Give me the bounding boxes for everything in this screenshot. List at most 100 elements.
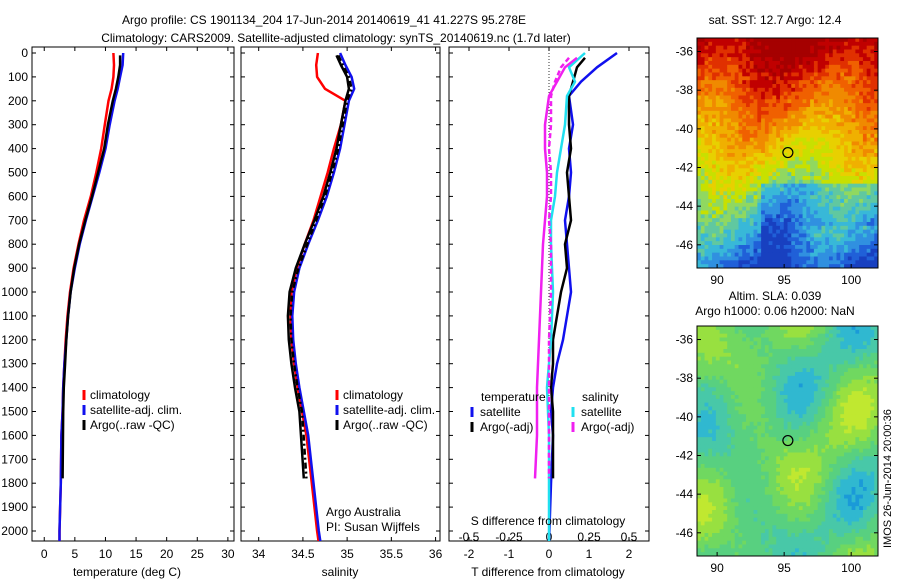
map-cell xyxy=(821,214,826,219)
map-cell xyxy=(776,379,781,384)
map-cell xyxy=(727,406,732,411)
map-cell xyxy=(866,425,871,430)
map-cell xyxy=(779,364,785,369)
map-cell xyxy=(723,391,728,396)
map-cell xyxy=(825,425,830,430)
map-cell xyxy=(757,122,762,127)
map-cell xyxy=(697,172,702,177)
map-cell xyxy=(855,256,860,261)
map-cell xyxy=(715,210,721,215)
map-cell xyxy=(798,118,804,123)
map-cell xyxy=(723,333,728,338)
map-cell xyxy=(817,53,822,58)
map-cell xyxy=(844,421,849,427)
legend-label: Argo(..raw -QC) xyxy=(343,418,428,432)
map-cell xyxy=(795,349,800,354)
map-cell xyxy=(742,164,747,169)
map-cell xyxy=(855,172,860,177)
map-cell xyxy=(840,383,845,388)
map-cell xyxy=(746,395,751,400)
map-cell xyxy=(832,395,838,400)
map-cell xyxy=(810,233,815,238)
map-cell xyxy=(753,218,758,223)
map-cell xyxy=(776,245,781,250)
map-cell xyxy=(727,195,732,200)
map-cell xyxy=(810,141,815,146)
map-cell xyxy=(768,460,773,465)
map-cell xyxy=(742,356,747,361)
map-cell xyxy=(817,191,822,196)
map-cell xyxy=(813,91,819,96)
map-cell xyxy=(825,360,830,365)
map-cell xyxy=(761,364,766,369)
map-cell xyxy=(844,122,849,127)
map-cell xyxy=(757,103,762,108)
map-cell xyxy=(862,41,868,47)
map-cell xyxy=(828,395,834,400)
map-cell xyxy=(749,429,755,434)
map-cell xyxy=(810,68,815,73)
map-cell xyxy=(712,464,717,469)
map-cell xyxy=(813,460,819,465)
map-cell xyxy=(757,61,762,66)
map-cell xyxy=(712,264,717,269)
map-cell xyxy=(704,187,709,192)
map-cell xyxy=(715,118,721,123)
map-cell xyxy=(862,149,868,154)
map-cell xyxy=(715,141,721,146)
map-cell xyxy=(791,61,796,66)
map-cell xyxy=(738,214,743,219)
map-cell xyxy=(870,45,875,50)
map-cell xyxy=(749,425,755,430)
map-cell xyxy=(874,360,879,365)
map-cell xyxy=(749,364,755,369)
map-cell xyxy=(859,164,864,169)
map-cell xyxy=(708,237,713,242)
map-cell xyxy=(746,441,751,446)
map-cell xyxy=(719,456,724,461)
map-cell xyxy=(862,179,868,185)
map-cell xyxy=(787,202,792,208)
map-cell xyxy=(806,103,811,108)
map-cell xyxy=(791,364,796,369)
map-cell xyxy=(862,248,868,254)
map-cell xyxy=(821,345,826,350)
map-cell xyxy=(851,222,856,227)
map-cell xyxy=(840,460,845,465)
map-cell xyxy=(783,456,788,461)
map-cell xyxy=(734,191,739,196)
map-cell xyxy=(723,345,728,350)
map-cell xyxy=(798,406,804,411)
map-cell xyxy=(806,202,811,208)
s-tick-label: -0.5 xyxy=(459,530,480,544)
map-cell xyxy=(704,341,709,346)
map-cell xyxy=(764,456,770,461)
map-cell xyxy=(749,45,755,50)
map-cell xyxy=(708,95,713,100)
map-cell xyxy=(776,214,781,219)
map-cell xyxy=(764,118,770,123)
map-cell xyxy=(742,441,747,446)
map-cell xyxy=(795,368,800,373)
map-cell xyxy=(749,402,755,407)
map-cell xyxy=(798,87,804,93)
map-cell xyxy=(776,225,781,231)
map-cell xyxy=(855,248,860,254)
map-cell xyxy=(840,375,845,381)
map-cell xyxy=(828,149,834,154)
map-cell xyxy=(851,206,856,211)
map-cell xyxy=(753,421,758,427)
map-cell xyxy=(749,252,755,257)
map-cell xyxy=(764,444,770,450)
map-cell xyxy=(708,130,713,135)
map-cell xyxy=(874,210,879,215)
map-cell xyxy=(832,341,838,346)
map-cell xyxy=(862,337,868,342)
map-cell xyxy=(874,118,879,123)
map-cell xyxy=(825,441,830,446)
map-cell xyxy=(772,137,777,142)
map-cell xyxy=(795,114,800,119)
map-cell xyxy=(851,379,856,384)
map-cell xyxy=(832,387,838,392)
map-cell xyxy=(768,429,773,434)
